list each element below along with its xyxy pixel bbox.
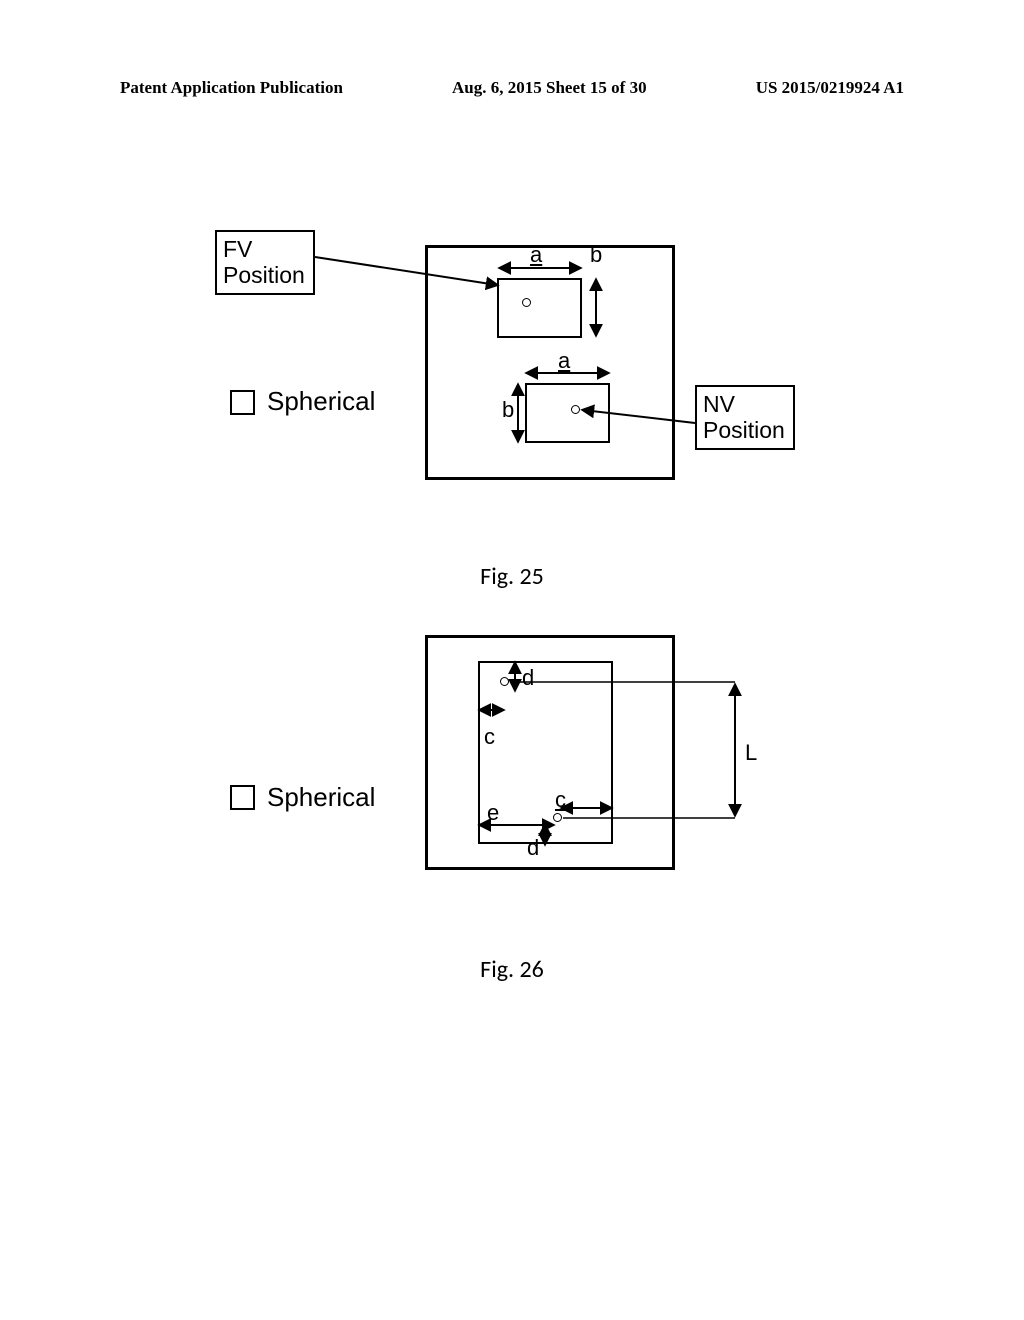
header-sheet: Aug. 6, 2015 Sheet 15 of 30 xyxy=(452,78,647,98)
header-docnum: US 2015/0219924 A1 xyxy=(756,78,904,98)
fig26-lines xyxy=(0,635,1024,915)
fig25-lines xyxy=(0,245,1024,525)
page-header: Patent Application Publication Aug. 6, 2… xyxy=(0,78,1024,98)
figure-26-caption: Fig. 26 xyxy=(0,955,1024,984)
header-publication: Patent Application Publication xyxy=(120,78,343,98)
figure-26: Spherical d c c e d L xyxy=(0,635,1024,915)
figure-25: FV Position NV Position Spherical a b a … xyxy=(0,245,1024,525)
figure-25-caption: Fig. 25 xyxy=(0,562,1024,591)
